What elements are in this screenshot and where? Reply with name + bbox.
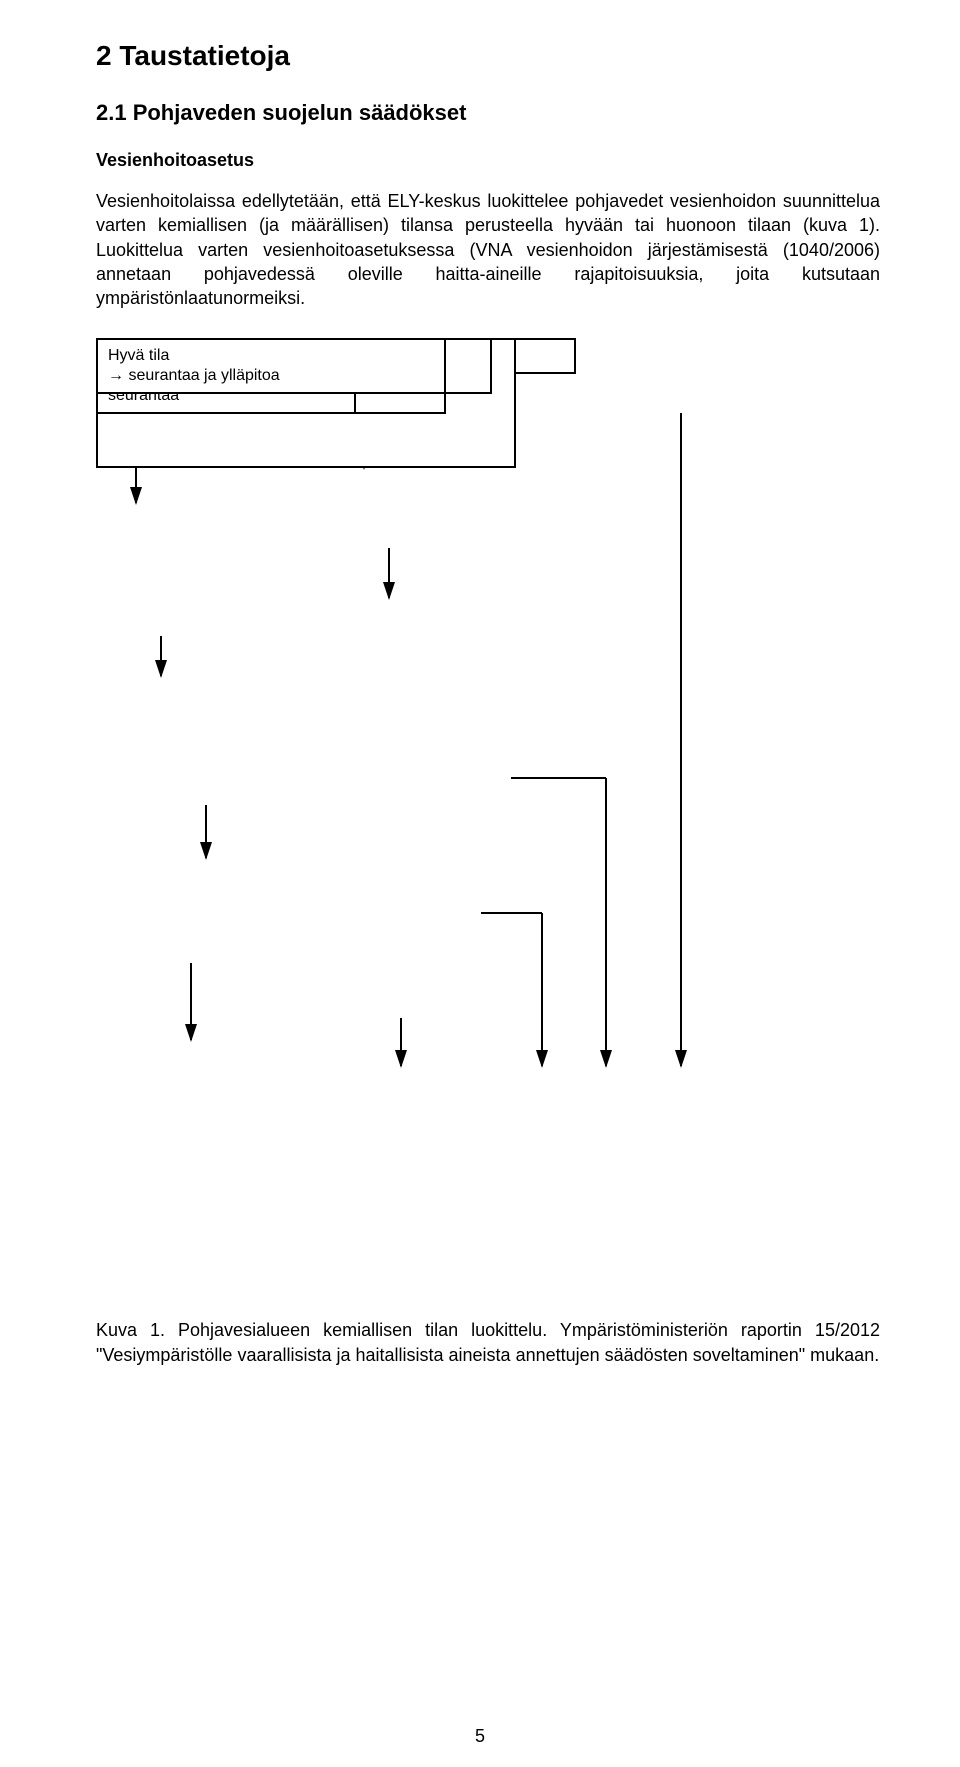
figure-caption: Kuva 1. Pohjavesialueen kemiallisen tila… xyxy=(96,1318,880,1367)
flowchart-arrows xyxy=(96,338,876,1278)
lead-term: Vesienhoitoasetus xyxy=(96,150,880,171)
node-hyva-tila: Hyvä tila → seurantaa ja ylläpitoa xyxy=(96,338,446,394)
page-number: 5 xyxy=(0,1726,960,1747)
page: 2 Taustatietoja 2.1 Pohjaveden suojelun … xyxy=(0,0,960,1767)
section-heading: 2 Taustatietoja xyxy=(96,40,880,72)
subsection-heading: 2.1 Pohjaveden suojelun säädökset xyxy=(96,100,880,126)
flowchart: alustavat riskialueet Onko alueen riskei… xyxy=(96,338,876,1278)
body-paragraph: Vesienhoitolaissa edellytetään, että ELY… xyxy=(96,189,880,310)
